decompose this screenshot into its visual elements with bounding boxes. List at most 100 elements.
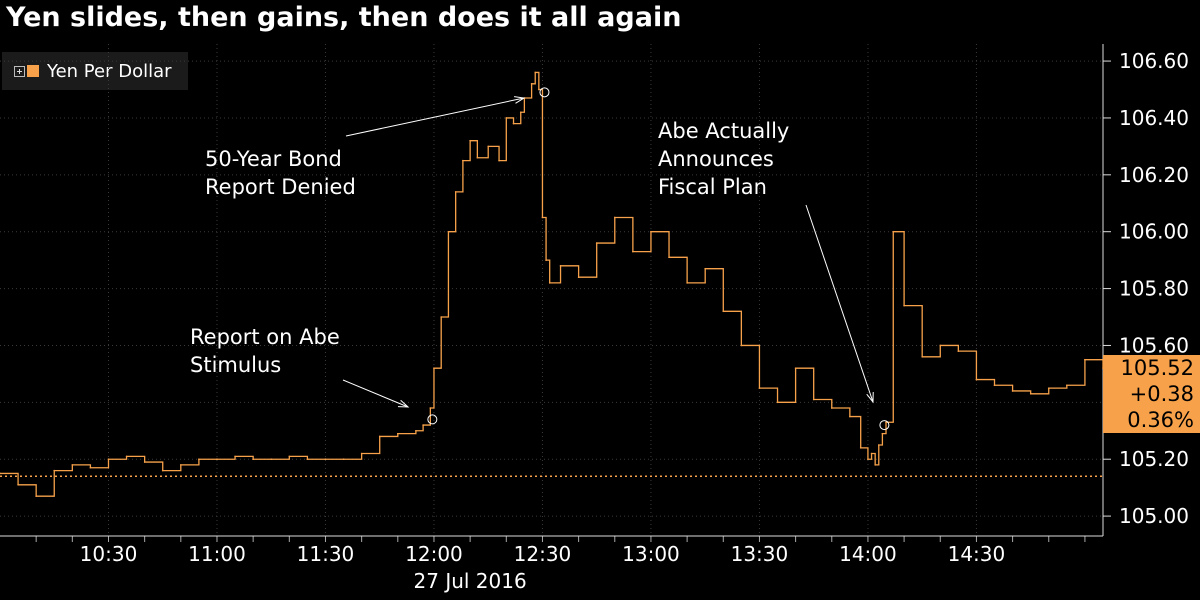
data-point bbox=[360, 452, 363, 455]
y-tick-label: 105.60 bbox=[1119, 333, 1189, 357]
change-percent: 0.36% bbox=[1127, 408, 1194, 433]
data-point bbox=[892, 230, 895, 233]
data-point bbox=[234, 455, 236, 458]
annotation-text: Stimulus bbox=[190, 353, 281, 377]
data-point bbox=[885, 421, 887, 424]
data-point bbox=[161, 469, 164, 472]
y-tick-label: 105.20 bbox=[1119, 447, 1189, 471]
data-point bbox=[53, 469, 56, 472]
data-point bbox=[505, 117, 508, 119]
data-point bbox=[447, 230, 450, 233]
annotation-text: 50-Year Bond bbox=[205, 147, 342, 171]
annotation-arrowhead bbox=[866, 391, 874, 404]
data-point bbox=[422, 424, 424, 426]
data-point bbox=[288, 455, 291, 458]
annotation-marker bbox=[427, 414, 438, 425]
data-point bbox=[1066, 384, 1068, 387]
data-point bbox=[957, 350, 960, 352]
data-point bbox=[613, 216, 616, 219]
data-point bbox=[530, 83, 533, 85]
data-point bbox=[1047, 387, 1050, 389]
data-point bbox=[1011, 390, 1014, 392]
x-tick-label: 14:00 bbox=[839, 542, 897, 566]
data-point bbox=[89, 466, 92, 469]
annotation-arrowhead bbox=[514, 96, 526, 104]
data-point bbox=[534, 71, 537, 74]
y-tick-label: 106.40 bbox=[1119, 106, 1189, 130]
data-point bbox=[462, 159, 464, 162]
annotation-text: Abe Actually bbox=[658, 119, 789, 143]
annotation-marker bbox=[879, 420, 890, 431]
data-point bbox=[1029, 393, 1032, 395]
data-point bbox=[252, 458, 254, 461]
data-point bbox=[0, 472, 1, 475]
data-point bbox=[71, 464, 74, 466]
data-point bbox=[498, 159, 500, 162]
data-point bbox=[324, 458, 327, 461]
data-point bbox=[704, 267, 706, 270]
data-point bbox=[758, 387, 761, 389]
annotation-text: Announces bbox=[658, 147, 774, 171]
data-point bbox=[541, 216, 544, 219]
data-point bbox=[632, 250, 634, 253]
data-point bbox=[650, 230, 652, 233]
data-point bbox=[216, 458, 218, 461]
data-point bbox=[306, 458, 309, 461]
data-point bbox=[877, 444, 880, 446]
annotation-arrowhead bbox=[397, 399, 410, 408]
change-value: +0.38 bbox=[1129, 382, 1194, 407]
data-point bbox=[812, 398, 815, 401]
data-point bbox=[722, 310, 725, 313]
last-price-box: 105.52 +0.38 0.36% bbox=[1103, 355, 1200, 434]
chart-title: Yen slides, then gains, then does it all… bbox=[6, 2, 682, 33]
data-point bbox=[107, 458, 110, 461]
data-point bbox=[512, 122, 515, 125]
data-point bbox=[921, 356, 923, 358]
data-point bbox=[342, 458, 345, 461]
annotation-marker bbox=[539, 87, 550, 98]
data-point bbox=[440, 316, 443, 318]
data-point bbox=[143, 461, 146, 463]
data-point bbox=[939, 344, 942, 347]
data-point bbox=[830, 407, 833, 409]
data-point bbox=[519, 111, 522, 114]
data-point bbox=[35, 495, 37, 497]
x-tick-label: 14:30 bbox=[948, 542, 1006, 566]
expand-icon[interactable] bbox=[14, 65, 25, 77]
x-tick-label: 11:00 bbox=[188, 542, 246, 566]
data-point bbox=[686, 282, 688, 284]
data-point bbox=[595, 242, 598, 244]
data-point bbox=[17, 484, 19, 486]
annotation-arrow bbox=[345, 97, 525, 137]
data-point bbox=[198, 458, 200, 461]
legend-label: Yen Per Dollar bbox=[47, 60, 172, 82]
data-point bbox=[487, 145, 490, 148]
data-point bbox=[538, 88, 540, 91]
x-tick-label: 13:30 bbox=[731, 542, 789, 566]
y-tick-label: 106.00 bbox=[1119, 220, 1189, 244]
data-point bbox=[859, 447, 862, 449]
data-point bbox=[180, 464, 182, 466]
legend[interactable]: Yen Per Dollar bbox=[2, 52, 188, 90]
legend-swatch bbox=[27, 65, 39, 77]
data-point bbox=[975, 378, 978, 381]
x-tick-label: 10:30 bbox=[80, 542, 138, 566]
data-point bbox=[794, 367, 797, 370]
data-point bbox=[125, 455, 128, 458]
data-point bbox=[993, 384, 996, 387]
y-tick-label: 106.60 bbox=[1119, 49, 1189, 73]
data-point bbox=[1084, 358, 1086, 361]
data-point bbox=[378, 435, 381, 438]
annotation-arrow bbox=[805, 204, 874, 403]
x-tick-label: 11:30 bbox=[297, 542, 355, 566]
annotation-text: Report on Abe bbox=[190, 325, 340, 349]
data-point bbox=[776, 401, 779, 404]
data-point bbox=[874, 464, 876, 466]
data-point bbox=[397, 432, 399, 435]
data-point bbox=[476, 156, 479, 159]
last-value: 105.52 bbox=[1120, 356, 1194, 381]
y-tick-label: 106.20 bbox=[1119, 163, 1189, 187]
annotation-text: Report Denied bbox=[205, 175, 356, 199]
data-point bbox=[577, 276, 580, 279]
